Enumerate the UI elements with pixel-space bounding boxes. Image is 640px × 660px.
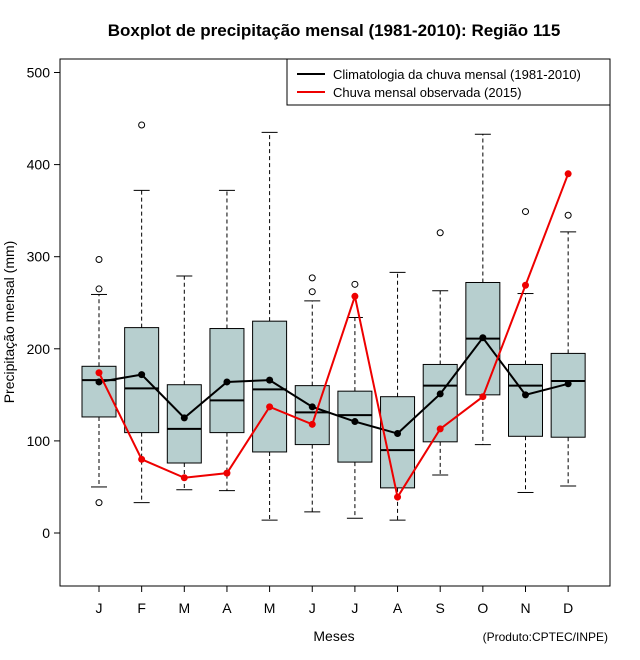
box-body <box>124 327 160 434</box>
x-tick-label: J <box>309 600 316 616</box>
series-point <box>95 369 103 377</box>
series-point <box>223 469 231 477</box>
x-tick-label: J <box>351 600 358 616</box>
box-M <box>252 131 288 521</box>
chart-title: Boxplot de precipitação mensal (1981-201… <box>108 21 561 40</box>
series-point <box>351 418 359 426</box>
plot-frame <box>59 58 611 587</box>
x-axis-label: Meses <box>313 628 354 644</box>
series-point <box>436 425 444 433</box>
outlier-point <box>308 288 316 296</box>
series-point <box>564 170 572 178</box>
series-point <box>138 455 146 463</box>
outlier-point <box>95 499 103 507</box>
x-tick-label: F <box>137 600 146 616</box>
series-group <box>95 170 572 501</box>
outlier-point <box>522 208 529 216</box>
y-tick-label: 200 <box>27 341 51 357</box>
box-A <box>380 271 416 521</box>
box-F <box>124 121 160 504</box>
x-tick-label: M <box>264 600 276 616</box>
y-tick-label: 400 <box>27 157 51 173</box>
y-tick-label: 0 <box>42 525 50 541</box>
legend: Climatologia da chuva mensal (1981-2010)… <box>286 58 611 106</box>
series-point <box>522 391 529 399</box>
series-point <box>351 292 359 300</box>
legend-label: Climatologia da chuva mensal (1981-2010) <box>333 67 581 82</box>
series-point <box>266 403 274 411</box>
series-point <box>95 378 103 386</box>
outlier-point <box>351 280 359 288</box>
box-body <box>81 365 117 418</box>
box-body <box>508 363 543 437</box>
box-M <box>166 275 202 491</box>
series-point <box>138 371 146 379</box>
box-body <box>294 385 330 446</box>
series-point <box>223 378 231 386</box>
x-tick-label: S <box>436 600 445 616</box>
climatology-series <box>95 334 572 438</box>
series-point <box>308 420 316 428</box>
y-tick-label: 100 <box>27 433 51 449</box>
box-A <box>209 189 245 492</box>
boxes-group <box>81 121 586 521</box>
x-tick-label: D <box>563 600 573 616</box>
series-point <box>394 430 402 438</box>
outlier-point <box>436 229 444 237</box>
box-J <box>294 274 330 513</box>
box-body <box>550 352 586 438</box>
series-point <box>479 393 487 401</box>
box-body <box>166 384 202 464</box>
box-D <box>550 211 586 487</box>
outlier-point <box>138 121 146 129</box>
series-line <box>98 173 570 500</box>
y-tick-label: 500 <box>27 65 51 81</box>
series-point <box>436 390 444 398</box>
outlier-point <box>95 285 103 293</box>
outlier-point <box>564 211 572 219</box>
outlier-point <box>308 274 316 282</box>
legend-box <box>286 58 611 106</box>
x-tick-label: N <box>520 600 530 616</box>
series-point <box>479 334 487 342</box>
series-point <box>180 474 188 482</box>
x-tick-label: A <box>222 600 232 616</box>
series-point <box>522 281 529 289</box>
x-tick-label: M <box>178 600 190 616</box>
box-body <box>337 390 373 463</box>
credit-text: (Produto:CPTEC/INPE) <box>483 630 608 644</box>
series-point <box>308 403 316 411</box>
series-point <box>394 493 402 501</box>
box-J <box>337 280 373 519</box>
x-tick-label: J <box>96 600 103 616</box>
observed-series <box>95 170 572 501</box>
legend-label: Chuva mensal observada (2015) <box>333 85 522 100</box>
y-axis-label: Precipitação mensal (mm) <box>1 241 17 404</box>
outlier-point <box>95 255 103 263</box>
x-tick-label: O <box>477 600 488 616</box>
y-tick-label: 300 <box>27 249 51 265</box>
series-line <box>98 336 569 435</box>
series-point <box>266 376 274 384</box>
series-point <box>180 414 188 422</box>
y-axis: 0 100 200 300 400 500 <box>27 65 60 541</box>
box-N <box>508 208 543 493</box>
box-S <box>422 229 458 476</box>
series-point <box>564 380 572 388</box>
x-tick-label: A <box>393 600 403 616</box>
